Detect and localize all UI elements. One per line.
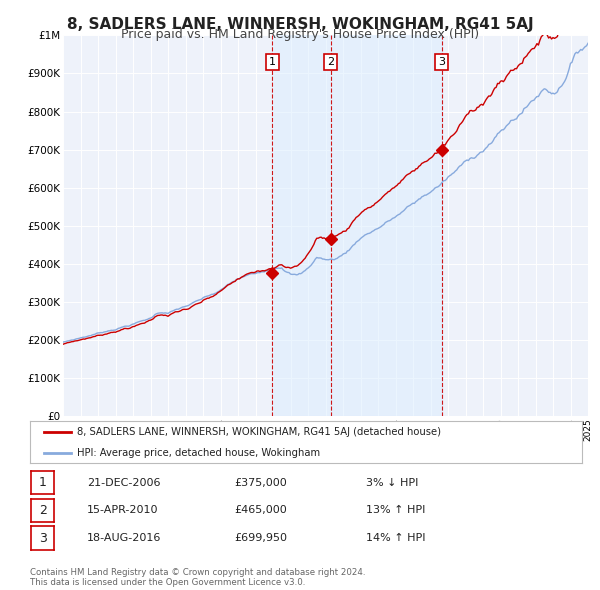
Text: 3: 3 — [438, 57, 445, 67]
Text: 13% ↑ HPI: 13% ↑ HPI — [366, 506, 425, 515]
Text: 18-AUG-2016: 18-AUG-2016 — [87, 533, 161, 543]
Text: 1: 1 — [38, 476, 47, 489]
Text: 3: 3 — [38, 532, 47, 545]
Text: Contains HM Land Registry data © Crown copyright and database right 2024.
This d: Contains HM Land Registry data © Crown c… — [30, 568, 365, 587]
Text: £699,950: £699,950 — [234, 533, 287, 543]
Text: 2: 2 — [327, 57, 334, 67]
Text: 8, SADLERS LANE, WINNERSH, WOKINGHAM, RG41 5AJ (detached house): 8, SADLERS LANE, WINNERSH, WOKINGHAM, RG… — [77, 427, 441, 437]
Text: 21-DEC-2006: 21-DEC-2006 — [87, 478, 161, 487]
Text: 1: 1 — [269, 57, 276, 67]
Text: 8, SADLERS LANE, WINNERSH, WOKINGHAM, RG41 5AJ: 8, SADLERS LANE, WINNERSH, WOKINGHAM, RG… — [67, 17, 533, 31]
Text: £375,000: £375,000 — [234, 478, 287, 487]
Bar — [272, 35, 442, 416]
Text: 14% ↑ HPI: 14% ↑ HPI — [366, 533, 425, 543]
Text: 2: 2 — [38, 504, 47, 517]
Text: £465,000: £465,000 — [234, 506, 287, 515]
Text: Price paid vs. HM Land Registry's House Price Index (HPI): Price paid vs. HM Land Registry's House … — [121, 28, 479, 41]
Text: HPI: Average price, detached house, Wokingham: HPI: Average price, detached house, Woki… — [77, 448, 320, 457]
Text: 15-APR-2010: 15-APR-2010 — [87, 506, 158, 515]
Text: 3% ↓ HPI: 3% ↓ HPI — [366, 478, 418, 487]
